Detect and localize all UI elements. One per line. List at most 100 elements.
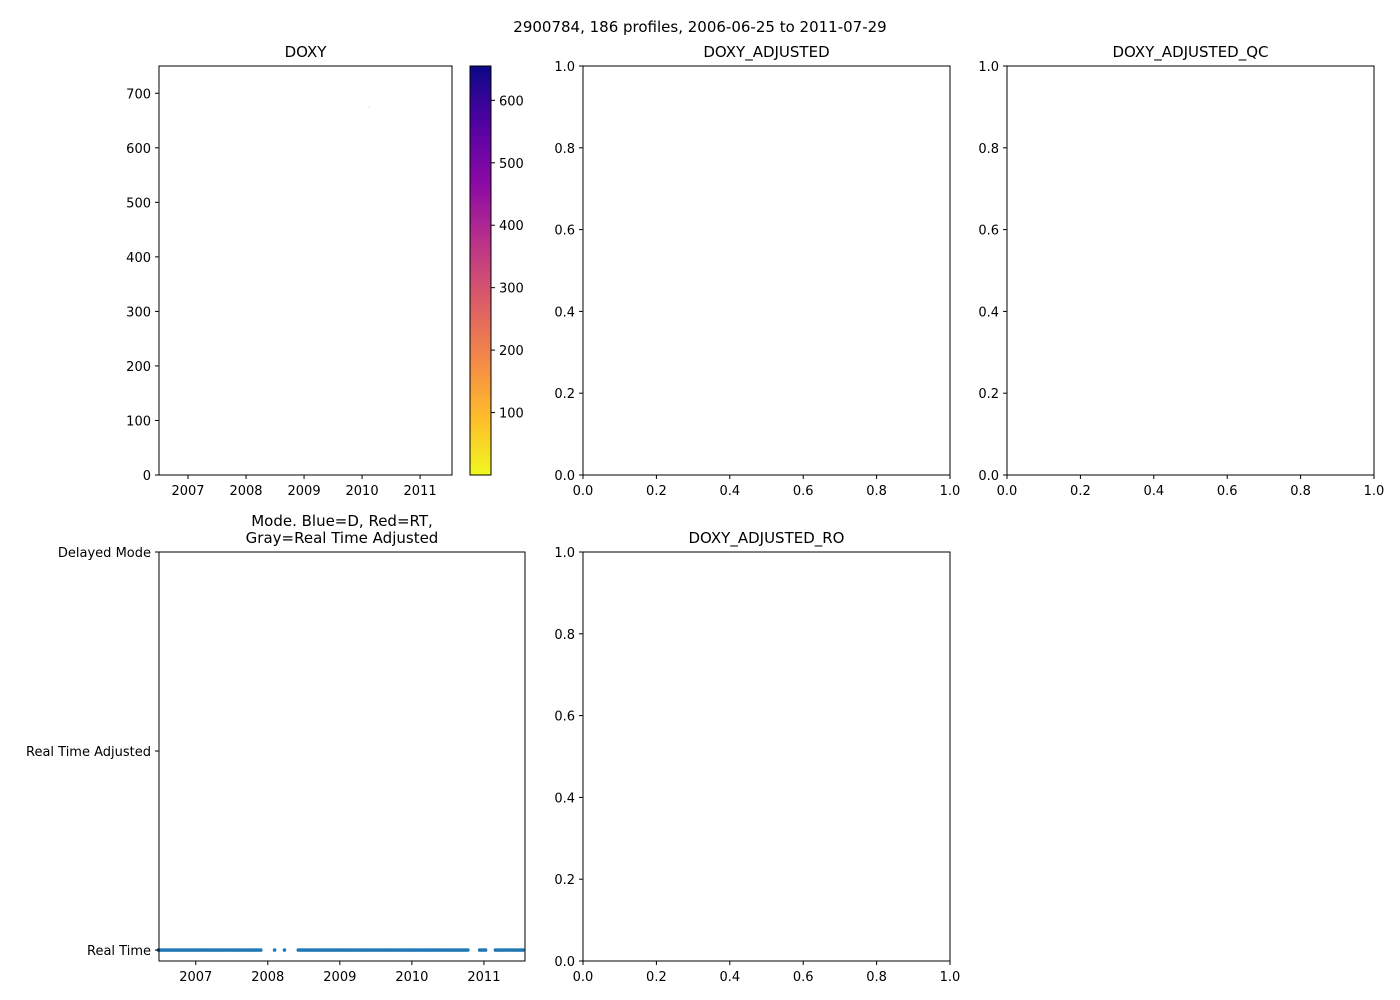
y-tick-label: 200 — [126, 360, 151, 375]
x-tick-label: 0.8 — [866, 484, 887, 499]
colorbar-segment — [470, 115, 491, 120]
y-tick-label: 0.0 — [554, 469, 575, 484]
axes-frame — [158, 65, 453, 476]
colorbar-segment — [470, 290, 491, 296]
x-tick-label: 2007 — [171, 484, 204, 499]
colorbar-segment — [470, 438, 491, 443]
colorbar-segment — [470, 364, 491, 370]
mode-title-line2: Gray=Real Time Adjusted — [246, 529, 439, 547]
colorbar-tick-label: 600 — [499, 94, 524, 109]
colorbar-segment — [470, 237, 491, 243]
x-tick-label: 2008 — [229, 484, 262, 499]
colorbar-segment — [470, 123, 491, 128]
colorbar-segment — [470, 94, 491, 100]
colorbar-segment — [470, 344, 491, 349]
y-tick-label: 600 — [126, 142, 151, 157]
colorbar-segment — [470, 340, 491, 345]
colorbar-segment — [470, 307, 491, 312]
colorbar-segment — [470, 385, 491, 390]
colorbar-segment — [470, 442, 491, 447]
colorbar-segment — [470, 454, 491, 460]
colorbar-segment — [470, 196, 491, 202]
colorbar-segment — [470, 303, 491, 308]
colorbar-segment — [470, 462, 491, 468]
x-tick-label: 0.6 — [793, 484, 814, 499]
colorbar-segment — [470, 401, 491, 406]
colorbar-segment — [470, 417, 491, 423]
x-tick-label: 0.4 — [719, 484, 740, 499]
colorbar-segment — [470, 209, 491, 214]
colorbar-segment — [470, 356, 491, 361]
colorbar-segment — [470, 127, 491, 132]
doxy-adjusted-ro-title: DOXY_ADJUSTED_RO — [689, 529, 845, 548]
colorbar-segment — [470, 217, 491, 222]
y-tick-label: 0.6 — [554, 224, 575, 239]
colorbar-segment — [470, 151, 491, 157]
colorbar-segment — [470, 413, 491, 419]
colorbar-tick-label: 200 — [499, 344, 524, 359]
colorbar-segment — [470, 250, 491, 255]
colorbar-segment — [470, 106, 491, 112]
colorbar-segment — [470, 274, 491, 280]
x-tick-label: 0.0 — [573, 484, 594, 499]
colorbar-segment — [470, 184, 491, 190]
colorbar-segment — [470, 372, 491, 378]
colorbar-segment — [470, 241, 491, 247]
colorbar-segment — [470, 86, 491, 92]
colorbar-segment — [470, 458, 491, 464]
y-tick-label: 400 — [126, 251, 151, 266]
colorbar-segment — [470, 299, 491, 304]
x-tick-label: 1.0 — [940, 484, 961, 499]
colorbar-segment — [470, 176, 491, 182]
colorbar-segment — [470, 168, 491, 173]
y-tick-label: 1.0 — [554, 60, 575, 75]
mode-title-line1: Mode. Blue=D, Red=RT, — [251, 512, 433, 530]
y-tick-label: 500 — [126, 196, 151, 211]
colorbar-segment — [470, 98, 491, 104]
colorbar-segment — [470, 409, 491, 415]
colorbar-tick-label: 100 — [499, 407, 524, 422]
colorbar-segment — [470, 450, 491, 456]
colorbar-segment — [470, 160, 491, 165]
doxy-title: DOXY — [285, 43, 328, 61]
y-tick-label: 0.8 — [554, 142, 575, 157]
colorbar-tick-label: 300 — [499, 282, 524, 297]
colorbar-segment — [470, 282, 491, 288]
colorbar-segment — [470, 311, 491, 316]
colorbar-segment — [470, 245, 491, 251]
y-tick-label: 100 — [126, 414, 151, 429]
colorbar-frame — [469, 65, 492, 476]
colorbar-tick-label: 400 — [499, 219, 524, 234]
colorbar-segment — [470, 295, 491, 300]
colorbar-segment — [470, 393, 491, 398]
x-tick-label: 2009 — [288, 484, 321, 499]
colorbar-segment — [470, 205, 491, 210]
colorbar-segment — [470, 188, 491, 194]
colorbar-segment — [470, 180, 491, 186]
colorbar-segment — [470, 397, 491, 402]
colorbar-segment — [470, 266, 491, 271]
colorbar-segment — [470, 425, 491, 431]
colorbar-segment — [470, 315, 491, 321]
colorbar-segment — [470, 331, 491, 337]
colorbar-segment — [470, 66, 491, 71]
colorbar-segment — [470, 319, 491, 325]
x-tick-label: 2010 — [346, 484, 379, 499]
colorbar-segment — [470, 278, 491, 284]
colorbar-segment — [470, 229, 491, 235]
colorbar-segment — [470, 102, 491, 108]
colorbar-segment — [470, 233, 491, 239]
colorbar-segment — [470, 405, 491, 411]
doxy-adjusted-axes: 0.0 0.2 0.4 0.6 0.8 1.0 0.0 0.2 0.4 0.6 0.8 1.0 — [554, 60, 960, 499]
colorbar-segment — [470, 262, 491, 267]
colorbar-segment — [470, 221, 491, 227]
colorbar-segment — [470, 270, 491, 276]
colorbar-segment — [470, 155, 491, 161]
colorbar-segment — [470, 327, 491, 333]
colorbar-segment — [470, 470, 491, 476]
doxy-axes: 2007 2008 2009 2010 2011 0 100 200 300 400 500 600 7… — [126, 65, 453, 499]
y-tick-label: 300 — [126, 305, 151, 320]
colorbar-segment — [470, 348, 491, 353]
colorbar-segment — [470, 323, 491, 329]
x-tick-label: 2011 — [404, 484, 437, 499]
